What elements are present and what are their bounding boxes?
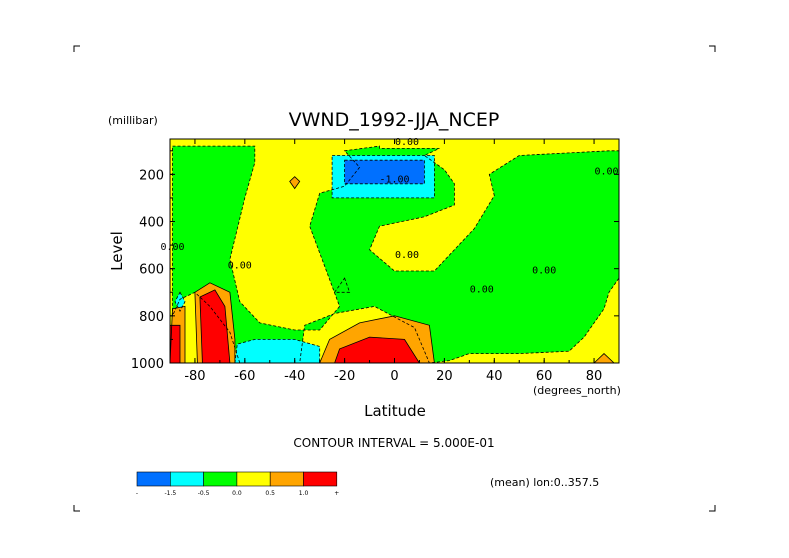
y-tick-label-1: 400 bbox=[139, 216, 164, 231]
colorbar-bin-4 bbox=[269, 471, 304, 487]
colorbar-tick-label-0: -1.5 bbox=[164, 490, 176, 497]
colorbar-tick-label-3: 0.5 bbox=[265, 490, 275, 497]
contour-region-1 bbox=[334, 278, 350, 293]
contour-label-6: 0.00 bbox=[594, 166, 618, 177]
subtitle: (mean) lon:0..357.5 bbox=[490, 476, 599, 489]
plot-area: -1.00 0.00 0.00 0.00 0.00 0.00 0.00 0.00 -80 -60… bbox=[131, 137, 620, 384]
colorbar-bin-2 bbox=[203, 471, 238, 487]
y-tick-label-3: 800 bbox=[139, 310, 164, 325]
colorbar-bin-3 bbox=[236, 471, 271, 487]
contour-label-0: -1.00 bbox=[379, 175, 409, 186]
contour-label-3: 0.00 bbox=[160, 242, 184, 253]
colorbar-bin-5 bbox=[303, 471, 338, 487]
y-axis-units: (millibar) bbox=[108, 114, 158, 127]
contour-label-7: 0.00 bbox=[395, 137, 419, 148]
contour-region-12 bbox=[334, 337, 420, 363]
contour-line-4 bbox=[331, 155, 435, 199]
contour-interval: CONTOUR INTERVAL = 5.000E-01 bbox=[293, 436, 494, 450]
contour-label-1: 0.00 bbox=[395, 250, 419, 261]
y-axis-ticks: 200 400 600 800 1000 bbox=[131, 150, 619, 372]
x-tick-label-2: -40 bbox=[284, 369, 305, 384]
contour-region-6 bbox=[289, 176, 300, 189]
contour-line-2 bbox=[234, 338, 321, 364]
x-tick-label-3: -20 bbox=[334, 369, 355, 384]
contour-region-0 bbox=[172, 146, 619, 363]
x-tick-label-8: 80 bbox=[586, 369, 603, 384]
contour-regions bbox=[170, 146, 619, 363]
x-tick-label-0: -80 bbox=[184, 369, 205, 384]
contour-line-0 bbox=[172, 145, 620, 364]
x-axis-units: (degrees_north) bbox=[533, 384, 621, 397]
x-tick-label-5: 20 bbox=[436, 369, 453, 384]
y-axis-label: Level bbox=[108, 231, 126, 271]
contour-label-4: 0.00 bbox=[470, 284, 494, 295]
colorbar-bin-1 bbox=[170, 471, 204, 487]
colorbar-end-left: - bbox=[136, 490, 138, 497]
colorbar-end-right: + bbox=[334, 490, 339, 497]
x-axis-label: Latitude bbox=[364, 402, 426, 420]
chart-title: VWND_1992-JJA_NCEP bbox=[289, 109, 500, 131]
x-tick-label-4: 0 bbox=[390, 369, 398, 384]
y-tick-label-4: 1000 bbox=[131, 357, 164, 372]
contour-label-5: 0.00 bbox=[532, 265, 556, 276]
contour-region-13 bbox=[594, 353, 614, 363]
contour-region-2 bbox=[234, 339, 320, 363]
contour-line-1 bbox=[333, 277, 351, 293]
contour-labels: -1.00 0.00 0.00 0.00 0.00 0.00 0.00 0.00 bbox=[160, 137, 618, 295]
colorbar: - + -1.5 -0.5 0.0 0.5 1.0 bbox=[136, 471, 339, 497]
x-tick-label-7: 60 bbox=[536, 369, 553, 384]
crop-marks bbox=[73, 45, 716, 512]
colorbar-tick-label-2: 0.0 bbox=[232, 490, 242, 497]
contour-line-3 bbox=[174, 291, 186, 312]
x-tick-label-6: 40 bbox=[486, 369, 503, 384]
contour-line-5 bbox=[344, 159, 425, 185]
x-tick-label-1: -60 bbox=[234, 369, 255, 384]
y-tick-label-0: 200 bbox=[139, 168, 164, 183]
contour-region-11 bbox=[170, 325, 180, 363]
colorbar-bin-0 bbox=[136, 471, 171, 487]
colorbar-tick-label-1: -0.5 bbox=[198, 490, 210, 497]
x-axis-ticks: -80 -60 -40 -20 0 20 40 60 80 bbox=[169, 139, 620, 384]
contour-line-6 bbox=[289, 176, 301, 190]
contour-label-2: 0.00 bbox=[228, 261, 252, 272]
contour-region-5 bbox=[344, 160, 425, 184]
colorbar-tick-label-4: 1.0 bbox=[299, 490, 309, 497]
contour-region-10 bbox=[199, 289, 230, 363]
y-tick-label-2: 600 bbox=[139, 263, 164, 278]
